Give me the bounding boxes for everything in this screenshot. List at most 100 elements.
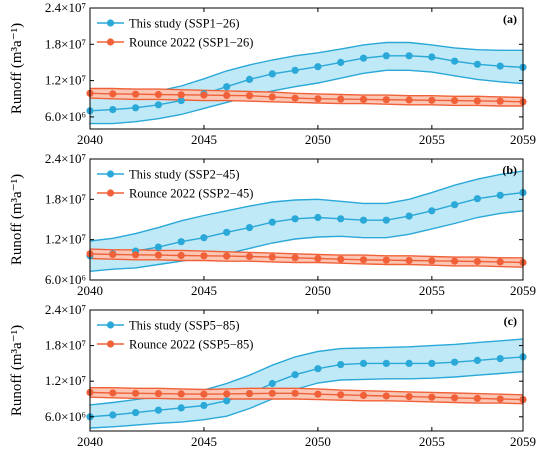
data-point [291,254,299,262]
legend-entry: This study (SSP1−26) [129,17,240,31]
data-point [405,52,413,60]
data-point [223,91,231,99]
data-point [337,58,345,66]
chart-panel-1: 2040 2045 2050 2055 2059 6.0×10⁶ 1.2×10⁷ 1.8×10… [9,0,536,147]
data-point [314,95,322,103]
data-point [154,101,162,109]
data-point [359,256,368,264]
legend-entry: Rounce 2022 (SSP2−45) [129,187,253,201]
data-point [496,62,504,70]
chart-panel-3: 2040 2045 2050 2055 2059 6.0×10⁶ 1.2×10⁷ 1.8×10… [9,302,536,449]
data-point [268,70,276,78]
panel-label: (c) [504,314,517,328]
data-point [451,394,459,402]
legend-marker [106,19,115,27]
band-lower-line [90,69,524,125]
data-point [337,391,345,399]
y-axis-label: Runoff (m³a⁻¹) [9,23,25,114]
x-tick-label: 2050 [305,434,331,449]
data-point [428,393,436,401]
x-tick-label: 2055 [419,132,445,147]
y-tick-label: 2.4×10⁷ [45,151,86,166]
data-point [245,390,254,398]
data-point [428,359,436,367]
data-point [451,257,459,265]
data-point [223,228,231,236]
x-tick-label: 2040 [77,434,103,449]
data-point [314,213,322,222]
band-lower-line [89,257,524,268]
data-point [473,97,481,105]
legend-entry: This study (SSP5−85) [129,319,240,333]
band-upper-line [90,387,524,396]
band-lower-line [89,396,524,405]
series-line [89,391,524,401]
data-point [245,92,254,100]
x-tick-label: 2040 [77,283,103,298]
data-point [177,97,185,105]
data-point [496,191,504,199]
data-point [109,411,117,419]
uncertainty-band [90,387,523,404]
data-point [496,258,504,266]
legend-entry: Rounce 2022 (SSP5−85) [129,338,253,352]
y-tick-label: 1.2×10⁷ [45,73,86,88]
data-point [473,394,481,402]
x-tick-label: 2059 [510,434,536,449]
data-point [268,379,276,388]
uncertainty-band [90,88,523,106]
data-point [473,195,481,203]
data-point [473,257,481,266]
y-tick-label: 1.8×10⁷ [45,191,86,206]
y-tick-label: 1.2×10⁷ [45,232,86,247]
data-point [154,90,162,99]
data-point [177,251,185,260]
data-point [405,256,413,265]
data-point [496,355,504,363]
data-point [291,94,299,102]
data-point [245,252,254,261]
data-point [132,251,140,259]
data-point [496,97,504,105]
data-point [268,93,276,101]
data-point [473,356,481,364]
y-tick-label: 6.0×10⁶ [45,272,86,287]
legend-marker [106,321,115,329]
data-point [245,75,254,83]
y-tick-label: 1.2×10⁷ [45,373,86,388]
x-tick-label: 2050 [305,132,331,147]
data-point [177,404,185,412]
data-point [200,390,208,398]
y-axis-label: Runoff (m³a⁻¹) [9,325,25,416]
data-point [291,66,299,74]
x-tick-label: 2055 [419,283,445,298]
data-point [473,60,481,68]
data-point [451,97,459,105]
data-point [109,90,117,98]
data-point [109,389,117,397]
data-point [314,390,322,398]
data-point [200,252,208,260]
legend-entry: Rounce 2022 (SSP1−26) [129,36,253,50]
data-point [451,201,459,209]
data-point [223,397,231,405]
x-tick-label: 2040 [77,132,103,147]
data-point [132,389,140,397]
data-point [337,215,345,223]
y-tick-label: 1.8×10⁷ [45,338,86,353]
band-upper-line [89,170,524,242]
data-point [223,390,231,398]
data-point [382,359,390,367]
data-point [359,54,368,62]
data-point [428,53,436,61]
x-tick-label: 2045 [191,434,217,449]
data-point [200,91,208,99]
y-tick-label: 2.4×10⁷ [45,302,86,317]
data-point [314,63,322,71]
data-point [451,57,459,65]
band-lower-line [89,97,523,107]
data-point [268,218,276,226]
band-lower-line [89,371,524,429]
data-point [291,389,299,397]
